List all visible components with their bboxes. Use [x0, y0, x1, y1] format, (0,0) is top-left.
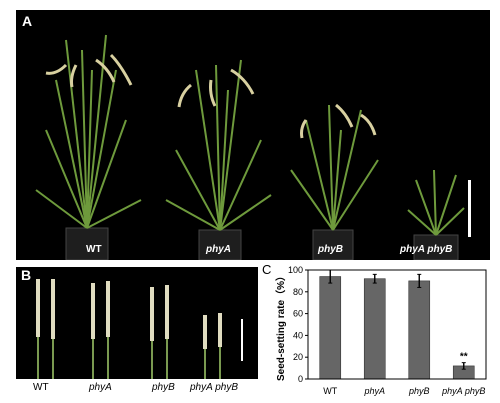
label-b-phyb: phyB — [152, 382, 175, 393]
bar-1 — [363, 278, 386, 380]
panicles-phyb — [300, 103, 377, 139]
plant-illustration — [35, 34, 471, 260]
panicles-wt — [45, 53, 133, 88]
chart-axes — [307, 269, 487, 380]
panel-b-panicle-photo: B — [16, 267, 258, 379]
seed-setting-chart: 0 20 40 60 80 100 WT phyA phyB phyA phyB ** Seed… — [274, 265, 487, 396]
panel-a-plant-photo: A — [16, 10, 490, 260]
plant-wt — [35, 34, 142, 229]
panicle-illustration — [36, 279, 243, 379]
x-tick-label-1: phyA — [363, 386, 385, 396]
panel-a-letter: A — [22, 13, 33, 29]
plant-phya-phyb — [407, 169, 465, 236]
plant-phya — [165, 59, 272, 231]
panel-b-letter: B — [21, 267, 32, 283]
significance-mark-3: ** — [460, 352, 468, 363]
y-tick-label-2: 40 — [293, 330, 303, 340]
y-tick-label-1: 20 — [293, 352, 303, 362]
bar-2 — [408, 280, 431, 380]
y-tick-label-0: 0 — [298, 374, 303, 384]
plant-phyb — [290, 104, 379, 231]
chart-significance: ** — [460, 352, 468, 363]
label-a-wt: WT — [86, 244, 102, 255]
label-b-wt: WT — [33, 382, 49, 393]
label-a-phya: phyA — [206, 244, 231, 255]
scale-bar-a — [468, 180, 471, 237]
label-a-phyb: phyB — [318, 244, 343, 255]
chart-error-bars — [328, 269, 466, 370]
label-b-phya: phyA — [89, 382, 112, 393]
label-b-phya-phyb: phyA phyB — [190, 382, 238, 393]
y-tick-label-5: 100 — [288, 265, 303, 275]
plot-frame — [307, 269, 487, 380]
y-tick-label-4: 80 — [293, 287, 303, 297]
chart-y-ticks: 0 20 40 60 80 100 — [288, 265, 308, 384]
y-axis-label: Seed-setting rate（%） — [274, 271, 287, 381]
panicles-phya — [177, 68, 255, 108]
bar-0 — [319, 276, 342, 380]
panel-c-letter: C — [262, 262, 272, 277]
x-tick-label-3: phyA phyB — [441, 386, 485, 396]
chart-x-labels: WT phyA phyB phyA phyB — [323, 386, 485, 396]
y-tick-label-3: 60 — [293, 309, 303, 319]
chart-bars — [319, 276, 475, 380]
label-a-phya-phyb: phyA phyB — [400, 244, 453, 255]
scale-bar-b — [241, 319, 243, 361]
panicle-heads — [36, 279, 222, 349]
x-tick-label-2: phyB — [408, 386, 430, 396]
pots — [65, 227, 459, 260]
x-tick-label-0: WT — [323, 386, 337, 396]
panicle-stems — [37, 279, 221, 379]
